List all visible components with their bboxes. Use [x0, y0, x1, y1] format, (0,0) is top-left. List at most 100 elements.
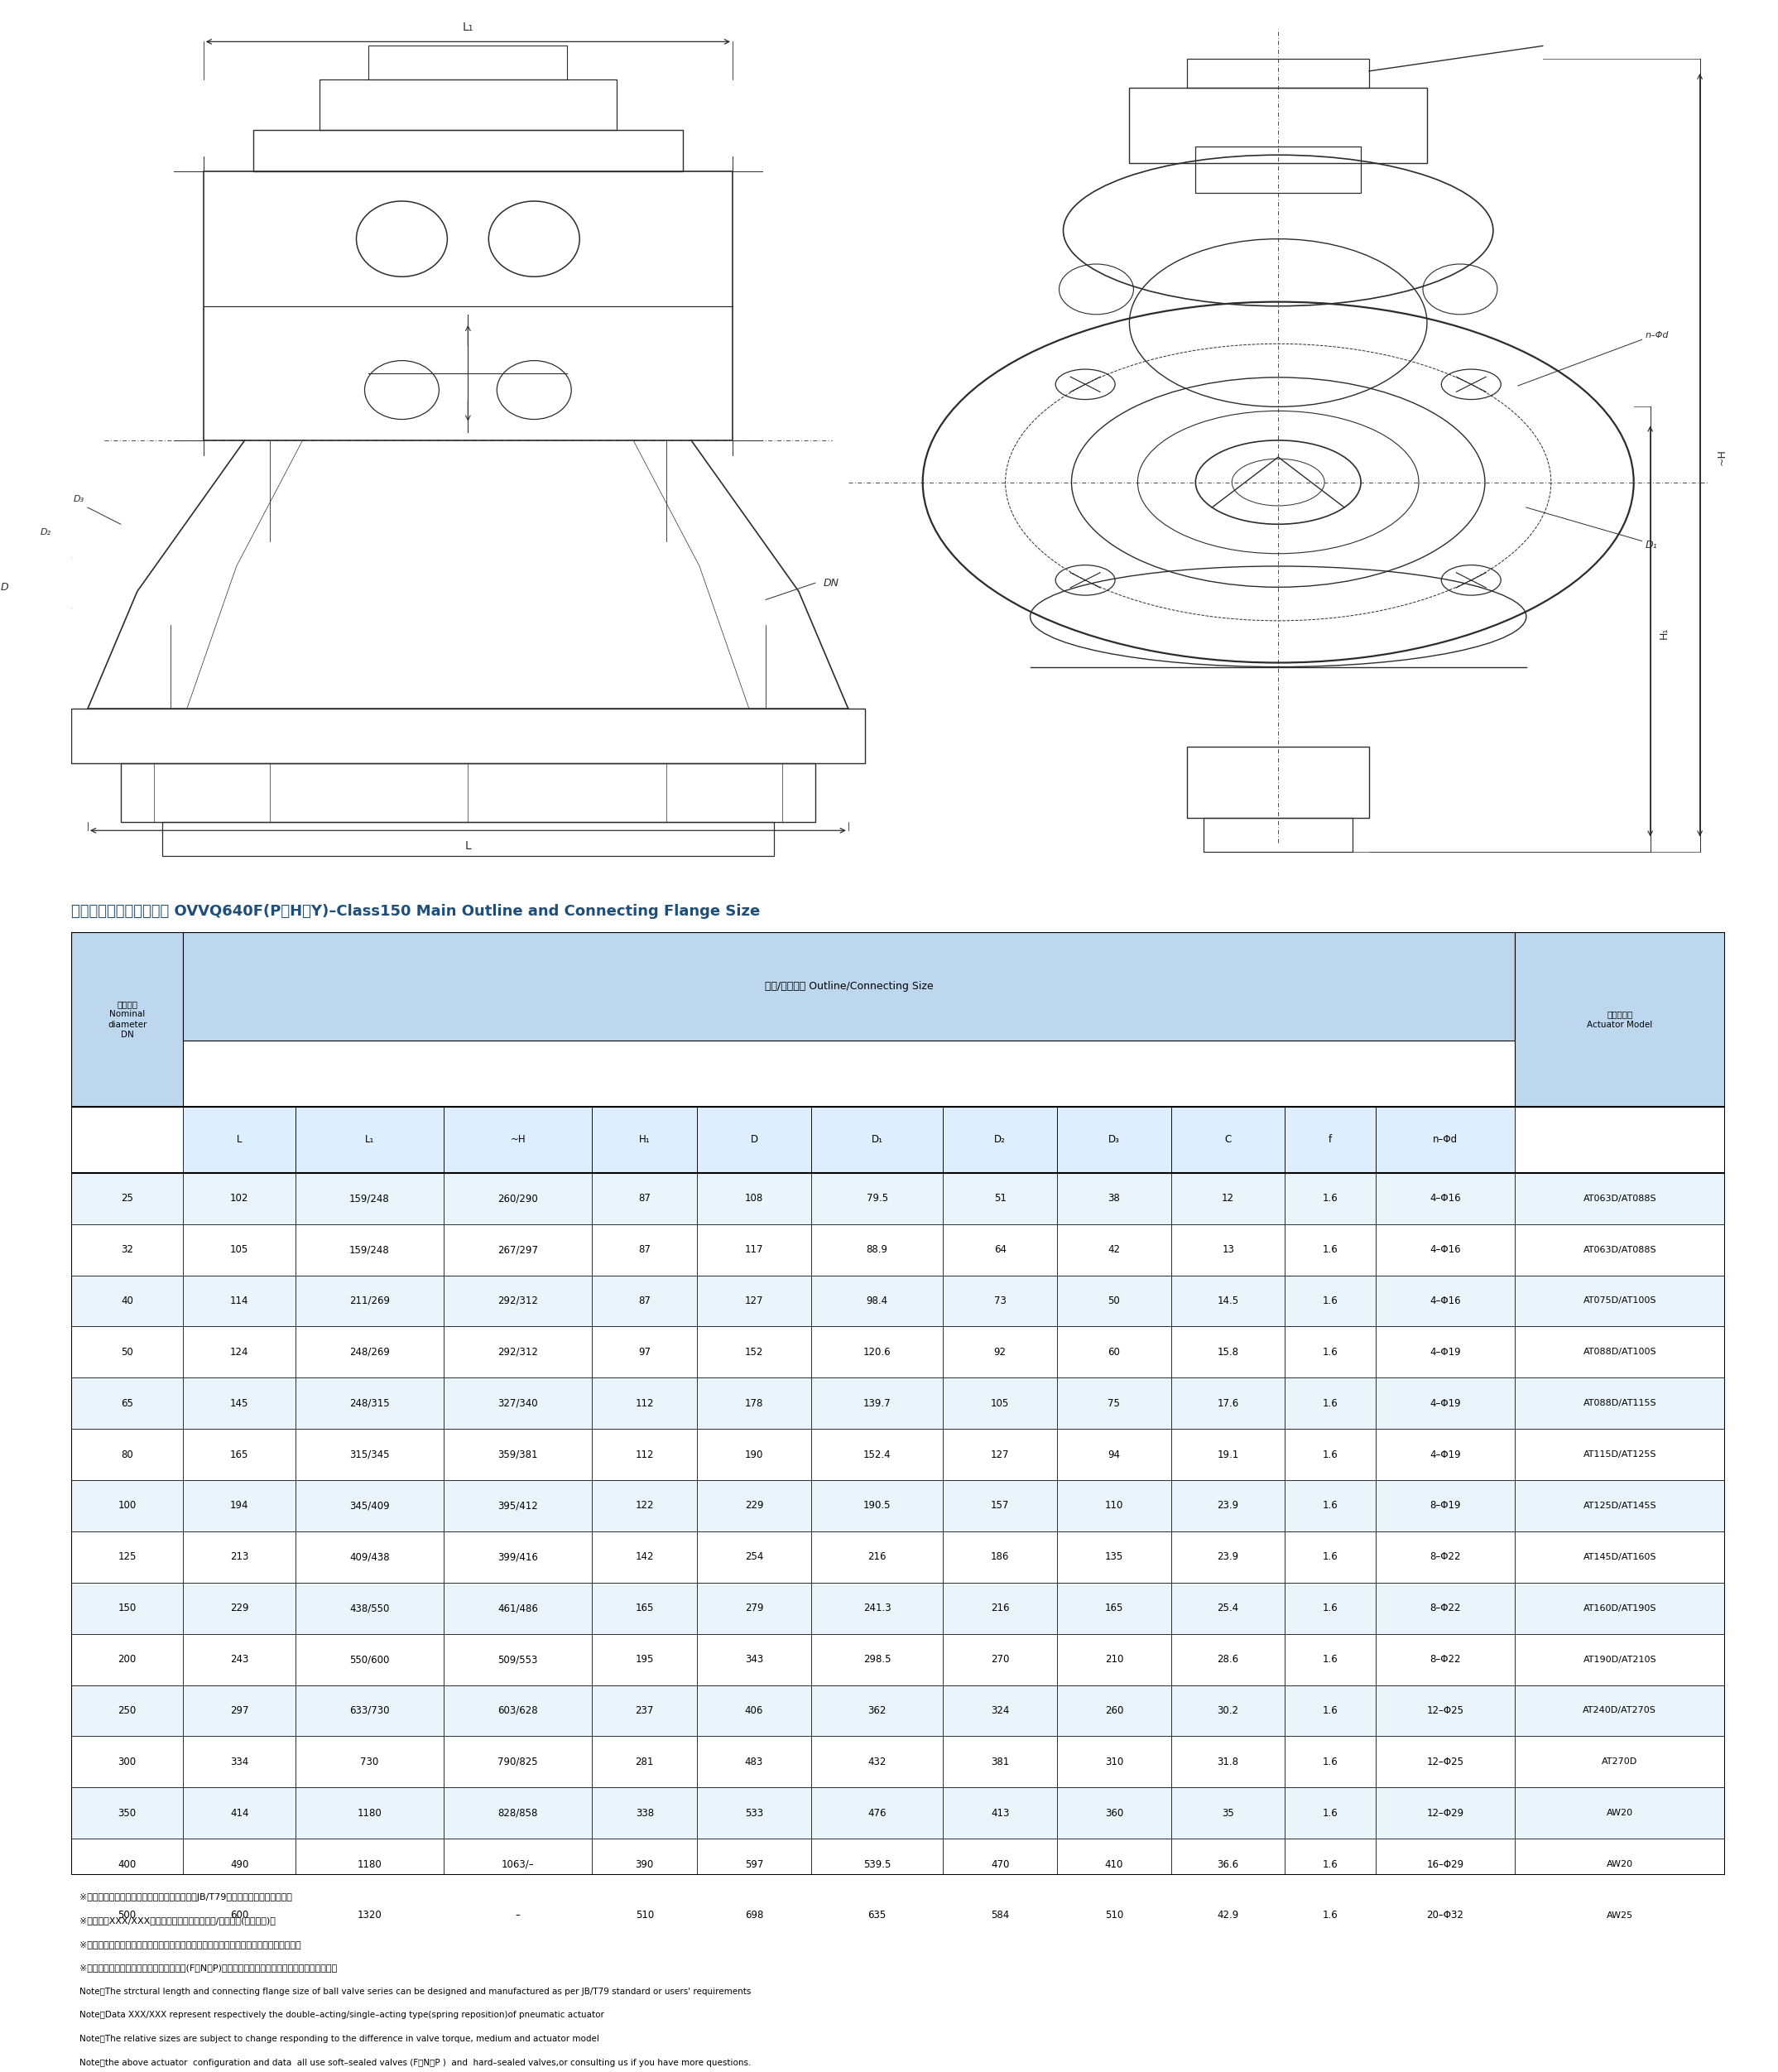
Bar	[1285, 1736, 1376, 1788]
Bar	[1515, 1274, 1725, 1326]
Text: n–Φd: n–Φd	[1433, 1135, 1458, 1146]
Text: 1.6: 1.6	[1323, 1604, 1339, 1614]
Text: 14.5: 14.5	[1218, 1295, 1239, 1305]
Bar	[1376, 1685, 1515, 1736]
Bar	[71, 1788, 183, 1838]
Text: 600: 600	[229, 1910, 249, 1921]
Bar	[697, 1430, 811, 1479]
Text: 主要外形及连接法兰尺寸 OVVQ640F(P、H、Y)–Class150 Main Outline and Connecting Flange Size: 主要外形及连接法兰尺寸 OVVQ640F(P、H、Y)–Class150 Mai…	[71, 903, 759, 920]
Text: 114: 114	[229, 1295, 249, 1305]
Bar	[444, 1106, 592, 1173]
Text: 1.6: 1.6	[1323, 1448, 1339, 1461]
Bar	[1285, 1326, 1376, 1378]
Bar	[295, 1890, 444, 1941]
Text: 30.2: 30.2	[1218, 1705, 1239, 1716]
Bar	[71, 1479, 183, 1531]
Text: ※注：以上执行器配置及数据均采用软密封(F、N、P)阀门，硬密封阀门的配置及数据请和询本公司。: ※注：以上执行器配置及数据均采用软密封(F、N、P)阀门，硬密封阀门的配置及数据…	[80, 1964, 336, 1973]
Text: 150: 150	[117, 1604, 137, 1614]
Bar	[1195, 147, 1360, 193]
Bar	[295, 1788, 444, 1838]
Bar	[811, 1326, 942, 1378]
Bar	[1172, 1635, 1285, 1685]
Bar	[697, 1736, 811, 1788]
Text: n–Φd: n–Φd	[1645, 332, 1670, 340]
Bar	[592, 1274, 697, 1326]
Text: 51: 51	[994, 1193, 1006, 1204]
Text: 60: 60	[1108, 1347, 1120, 1357]
Text: 1.6: 1.6	[1323, 1705, 1339, 1716]
Bar	[1172, 1890, 1285, 1941]
Bar	[592, 1531, 697, 1583]
Bar	[697, 1106, 811, 1173]
Text: 260: 260	[1104, 1705, 1124, 1716]
Bar	[183, 1838, 295, 1890]
Bar	[1058, 1788, 1172, 1838]
Bar	[811, 1685, 942, 1736]
Bar	[697, 1788, 811, 1838]
Text: 1.6: 1.6	[1323, 1910, 1339, 1921]
Bar	[295, 1430, 444, 1479]
Bar	[1058, 1326, 1172, 1378]
Text: AT075D/AT100S: AT075D/AT100S	[1582, 1297, 1657, 1305]
Bar	[1376, 1635, 1515, 1685]
Text: 8–Φ22: 8–Φ22	[1430, 1653, 1462, 1664]
Bar	[1285, 1479, 1376, 1531]
Text: 334: 334	[229, 1757, 249, 1767]
Text: 1.6: 1.6	[1323, 1193, 1339, 1204]
Text: 1063/–: 1063/–	[501, 1859, 535, 1869]
Bar	[942, 1531, 1058, 1583]
Bar	[1172, 1430, 1285, 1479]
Text: 279: 279	[745, 1604, 763, 1614]
Text: 165: 165	[635, 1604, 654, 1614]
Text: 64: 64	[994, 1245, 1006, 1256]
Text: 338: 338	[635, 1807, 654, 1819]
Text: 20–Φ32: 20–Φ32	[1426, 1910, 1463, 1921]
Text: L₁: L₁	[364, 1135, 375, 1146]
Bar	[1172, 1531, 1285, 1583]
Text: 190: 190	[745, 1448, 763, 1461]
Bar	[444, 1378, 592, 1430]
Bar	[1376, 1890, 1515, 1941]
Bar	[1204, 818, 1353, 852]
Text: 216: 216	[990, 1604, 1010, 1614]
Bar	[592, 1326, 697, 1378]
Text: 292/312: 292/312	[498, 1295, 539, 1305]
Text: 281: 281	[635, 1757, 654, 1767]
Bar	[444, 1583, 592, 1635]
Bar	[183, 1685, 295, 1736]
Text: AT088D/AT115S: AT088D/AT115S	[1582, 1399, 1657, 1407]
Bar	[811, 1788, 942, 1838]
Text: AT240D/AT270S: AT240D/AT270S	[1582, 1707, 1657, 1716]
Text: 395/412: 395/412	[498, 1500, 539, 1510]
Text: 12: 12	[1221, 1193, 1234, 1204]
Text: 32: 32	[121, 1245, 133, 1256]
Bar	[811, 1106, 942, 1173]
Text: ※注：根据不同阀门扭矩、使用介质适配的执行器型号可能有所不同，相关尺寸随之变化。: ※注：根据不同阀门扭矩、使用介质适配的执行器型号可能有所不同，相关尺寸随之变化。	[80, 1939, 300, 1948]
Bar	[1515, 1378, 1725, 1430]
Text: 124: 124	[229, 1347, 249, 1357]
Text: 1.6: 1.6	[1323, 1859, 1339, 1869]
Text: 4–Φ19: 4–Φ19	[1430, 1347, 1462, 1357]
Text: 438/550: 438/550	[350, 1604, 389, 1614]
Bar	[295, 1173, 444, 1225]
Bar	[295, 1106, 444, 1173]
Bar	[444, 1531, 592, 1583]
Bar	[1515, 1173, 1725, 1225]
Text: 1.6: 1.6	[1323, 1757, 1339, 1767]
Bar	[1285, 1685, 1376, 1736]
Text: 13: 13	[1221, 1245, 1234, 1256]
Bar	[71, 1838, 183, 1890]
Text: 97: 97	[638, 1347, 651, 1357]
Bar	[1129, 87, 1428, 164]
Text: ※注：数据XXX/XXX分别是气动执行器双作用式/单作用式(弹簧复位)。: ※注：数据XXX/XXX分别是气动执行器双作用式/单作用式(弹簧复位)。	[80, 1917, 276, 1925]
Text: 105: 105	[990, 1399, 1010, 1409]
Bar	[592, 1685, 697, 1736]
Bar	[71, 1685, 183, 1736]
Text: 584: 584	[990, 1910, 1010, 1921]
Bar	[592, 1788, 697, 1838]
Text: 500: 500	[117, 1910, 137, 1921]
Text: 470: 470	[990, 1859, 1010, 1869]
Text: 87: 87	[638, 1193, 651, 1204]
Text: 157: 157	[990, 1500, 1010, 1510]
Text: 267/297: 267/297	[498, 1245, 539, 1256]
